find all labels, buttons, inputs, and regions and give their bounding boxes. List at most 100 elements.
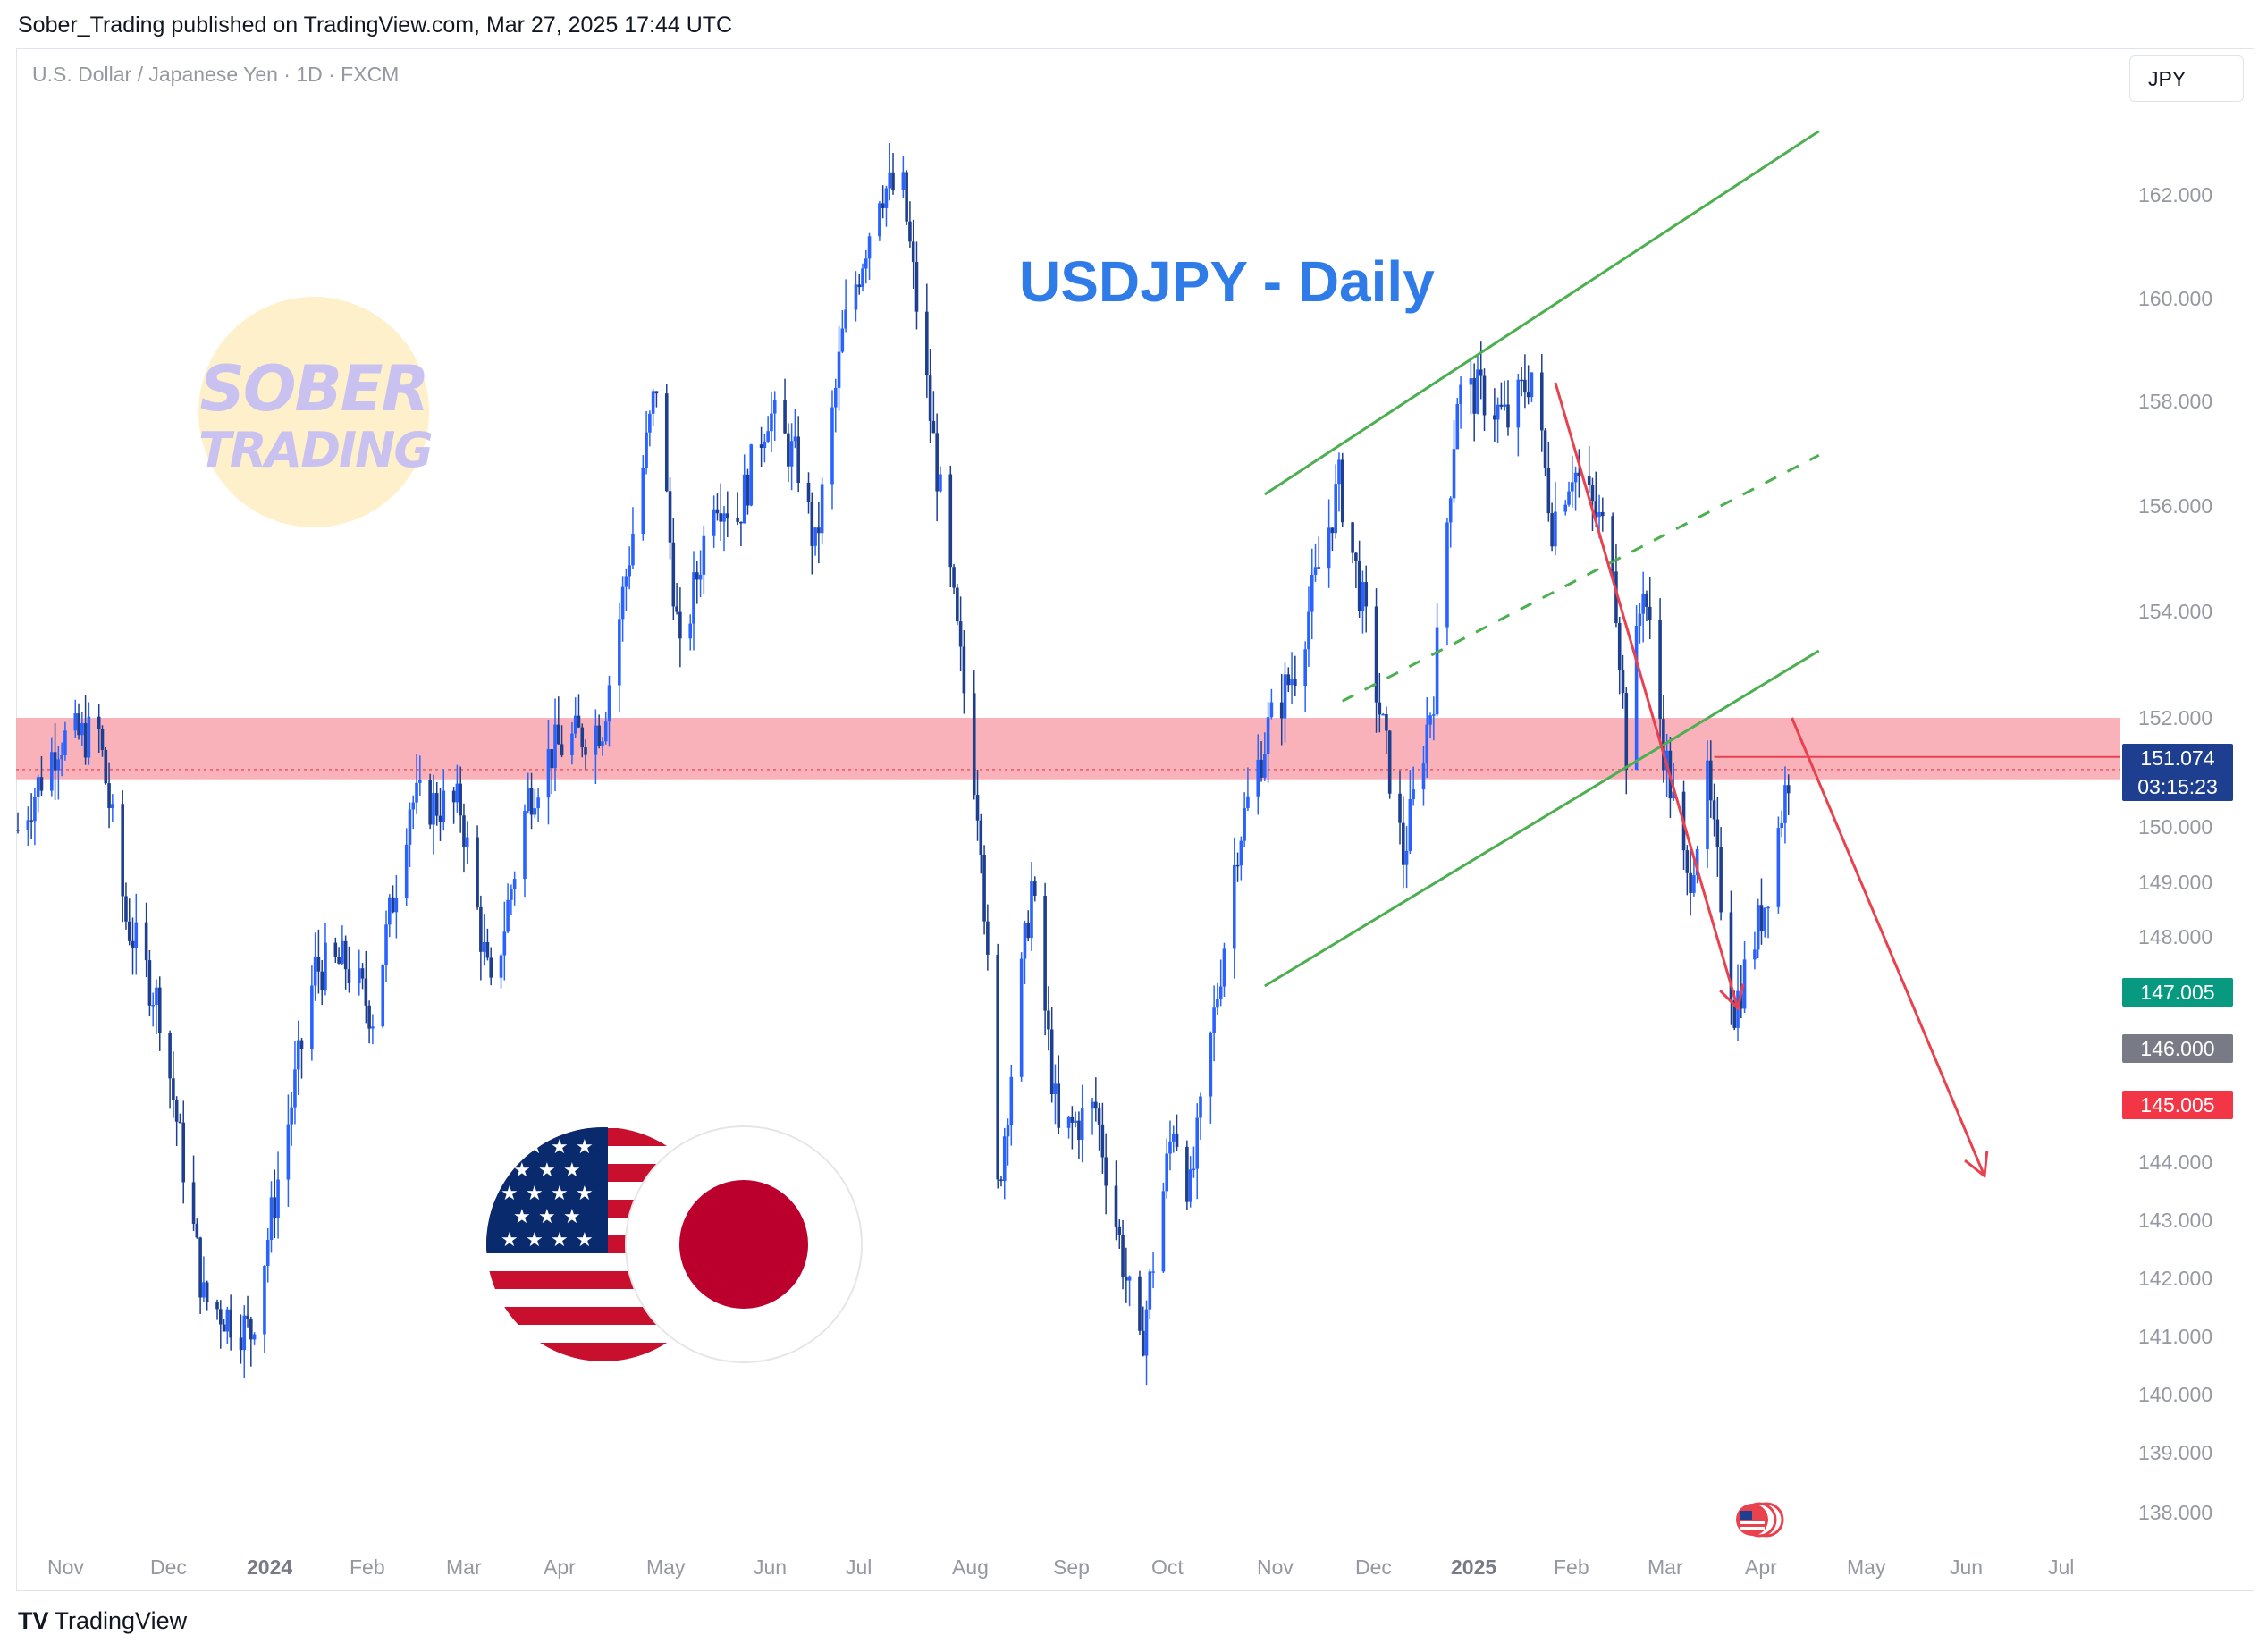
candle-body: [1759, 905, 1764, 931]
candle-body: [489, 957, 493, 978]
chart-frame[interactable]: [16, 48, 2254, 1591]
candle-body: [1144, 1309, 1149, 1356]
candle-body: [594, 725, 598, 755]
candle-body: [1199, 1096, 1202, 1118]
x-tick-label: Nov: [1257, 1555, 1294, 1579]
candle-body: [60, 754, 63, 760]
candle-body: [1279, 702, 1284, 719]
candle-body: [131, 940, 135, 948]
chart-title: USDJPY - Daily: [1019, 249, 1435, 314]
candle-body: [813, 527, 817, 546]
candle-body: [1097, 1108, 1101, 1125]
candle-body: [1294, 678, 1297, 687]
candle-body: [628, 565, 631, 577]
currency-button[interactable]: JPY: [2129, 55, 2244, 102]
candle-body: [290, 1107, 293, 1125]
y-tick-label: 152.000: [2138, 706, 2213, 729]
price-badge-value: 146.000: [2140, 1037, 2215, 1060]
candle-body: [1523, 379, 1527, 393]
us-flag-badge-icon[interactable]: [1732, 1500, 1786, 1539]
candle-body: [476, 837, 479, 907]
candle-body: [1125, 1277, 1128, 1281]
candle-body: [121, 804, 124, 897]
candle-body: [451, 790, 456, 803]
candle-body: [1672, 791, 1675, 799]
candle-body: [550, 749, 554, 769]
candle-body: [830, 407, 834, 485]
candle-body: [1719, 847, 1723, 913]
candle-body: [73, 713, 78, 731]
candle-body: [783, 400, 787, 434]
candle-body: [485, 941, 490, 958]
candle-body: [1256, 759, 1260, 796]
channel-mid-line: [1342, 453, 1820, 703]
candle-body: [1185, 1146, 1189, 1202]
candle-body: [104, 749, 108, 784]
candle-body: [901, 172, 906, 190]
candle-body: [1340, 459, 1344, 523]
candle-body: [249, 1319, 253, 1340]
candle-body: [688, 623, 693, 639]
candle-body: [1516, 379, 1521, 428]
candle-body: [1550, 513, 1554, 547]
candle-body: [1357, 560, 1361, 611]
candle-body: [939, 474, 942, 492]
candle-body: [861, 268, 864, 288]
candle-body: [796, 436, 800, 484]
candle-body: [269, 1197, 274, 1240]
candle-body: [1496, 404, 1500, 420]
candle-body: [891, 172, 895, 190]
candle-body: [1385, 713, 1388, 731]
candle-body: [1445, 522, 1449, 628]
candle-body: [840, 328, 845, 352]
candle-body: [914, 262, 919, 312]
candle-body: [394, 898, 399, 913]
candle-body: [1617, 622, 1622, 671]
candle-body: [1283, 674, 1287, 719]
price-level-badge: 147.005: [2122, 978, 2233, 1007]
candle-body: [864, 258, 868, 269]
candle-body: [293, 1069, 297, 1108]
x-tick-label: Dec: [150, 1555, 187, 1579]
candle-body: [510, 889, 513, 900]
candle-body: [580, 727, 585, 748]
candle-body: [63, 730, 67, 755]
candle-body: [286, 1124, 291, 1180]
candle-body: [26, 820, 30, 830]
price-badge-value: 147.005: [2140, 981, 2215, 1004]
y-tick-label: 143.000: [2138, 1209, 2213, 1232]
x-tick-label: Oct: [1151, 1555, 1184, 1579]
candle-body: [888, 172, 892, 189]
candle-body: [624, 576, 628, 587]
candle-body: [144, 922, 148, 961]
candle-body: [459, 783, 462, 816]
candle-body: [1479, 369, 1483, 376]
candle-body: [1614, 571, 1618, 623]
candle-body: [1577, 472, 1581, 476]
candle-body: [1091, 1101, 1094, 1109]
projection-arrow-head: [1964, 1150, 1989, 1179]
candle-body: [1387, 730, 1392, 794]
candle-body: [265, 1239, 270, 1266]
candle-body: [1192, 1168, 1196, 1170]
candle-body: [1708, 760, 1713, 801]
tradingview-footer[interactable]: TV TradingView: [18, 1607, 187, 1635]
candle-body: [432, 793, 435, 825]
svg-text:★: ★: [563, 1159, 581, 1182]
candle-body: [299, 1040, 304, 1049]
sober-trading-logo: SOBER TRADING: [198, 297, 434, 527]
candle-body: [428, 780, 432, 825]
candle-body: [367, 1005, 371, 1029]
candle-body: [1482, 375, 1487, 416]
candle-body: [56, 759, 61, 771]
candle-body: [1269, 702, 1274, 718]
candle-body: [546, 749, 551, 798]
candle-body: [1638, 613, 1642, 626]
candle-body: [671, 542, 676, 607]
candle-body: [878, 203, 881, 237]
candle-body: [107, 783, 111, 809]
candle-body: [1141, 1330, 1145, 1356]
candle-body: [911, 241, 915, 263]
y-tick-label: 160.000: [2138, 287, 2213, 310]
